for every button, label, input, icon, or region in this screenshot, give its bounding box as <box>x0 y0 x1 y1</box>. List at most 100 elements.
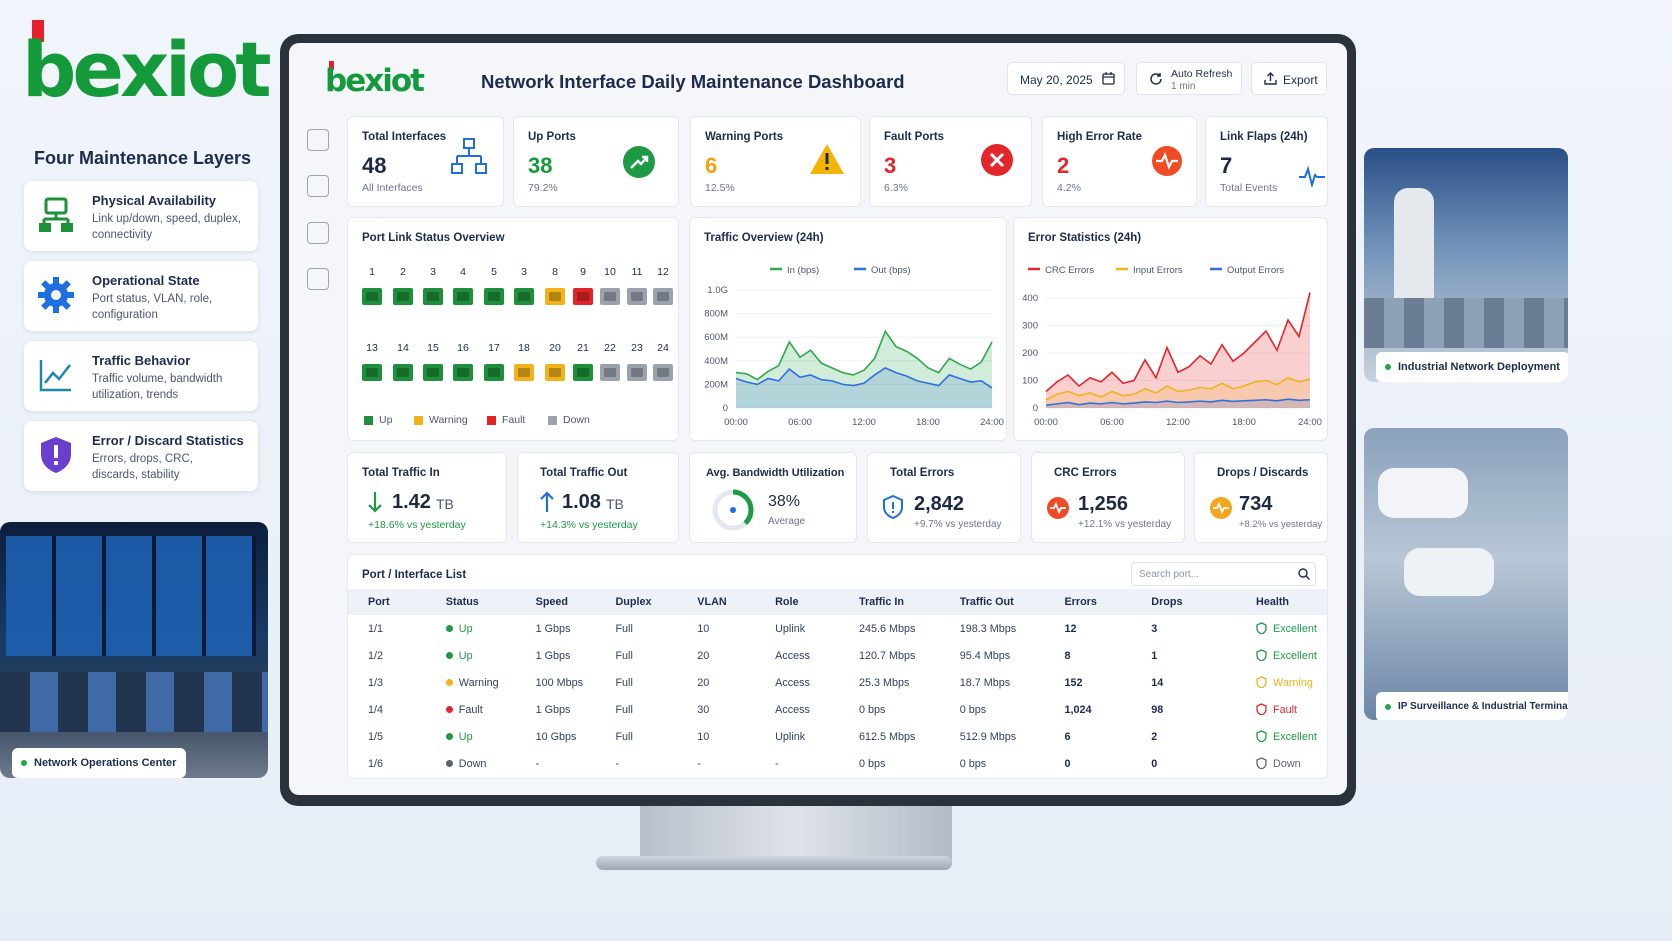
port-up-icon[interactable] <box>453 288 473 305</box>
port-warning-icon[interactable] <box>545 364 565 381</box>
table-row[interactable]: 1/5 Up 10 Gbps Full 10 Uplink 612.5 Mbps 512.9 … <box>348 723 1327 750</box>
kpi-fault-ports[interactable]: Fault Ports 3 6.3% <box>869 116 1032 207</box>
health-label: Excellent <box>1273 650 1317 662</box>
port-up-icon[interactable] <box>514 288 534 305</box>
layer-title: Physical Availability <box>92 193 217 208</box>
column-header[interactable]: Traffic Out <box>959 589 1065 615</box>
port-warning-icon[interactable] <box>545 288 565 305</box>
summary-crc-errors[interactable]: CRC Errors 1,256 +12.1% vs yesterday <box>1031 452 1185 543</box>
table-row[interactable]: 1/1 Up 1 Gbps Full 10 Uplink 245.6 Mbps 198.3 M… <box>348 615 1327 642</box>
port-down-icon[interactable] <box>627 364 647 381</box>
port-down-icon[interactable] <box>627 288 647 305</box>
port-up-icon[interactable] <box>362 288 382 305</box>
topology-icon <box>451 138 487 174</box>
series-area <box>736 331 992 408</box>
summary-value: 2,842 <box>914 493 965 515</box>
kpi-total-interfaces[interactable]: Total Interfaces 48 All Interfaces <box>347 116 504 207</box>
legend-swatch <box>548 416 557 425</box>
refresh-interval: 1 min <box>1171 81 1196 92</box>
port-list-title: Port / Interface List <box>362 569 467 581</box>
kpi-title: Total Interfaces <box>362 131 447 143</box>
port-warning-icon[interactable] <box>514 364 534 381</box>
port-up-icon[interactable] <box>484 364 504 381</box>
summary-title: Drops / Discards <box>1217 467 1309 479</box>
summary-delta: +9.7% vs yesterday <box>914 519 1002 530</box>
port-number: 11 <box>631 266 643 278</box>
export-button[interactable]: Export <box>1251 62 1327 95</box>
column-header[interactable]: Duplex <box>615 589 698 615</box>
port-down-icon[interactable] <box>653 288 673 305</box>
port-up-icon[interactable] <box>393 288 413 305</box>
table-cell: Access <box>775 703 810 716</box>
sidebar-reports-icon[interactable] <box>307 175 329 197</box>
column-header[interactable]: Traffic In <box>858 589 960 615</box>
kpi-high-error-rate[interactable]: High Error Rate 2 4.2% <box>1042 116 1197 207</box>
svg-text:bexiot: bexiot <box>22 25 270 108</box>
table-cell: 120.7 Mbps <box>858 649 916 662</box>
status-label: Down <box>458 757 487 770</box>
table-cell: Access <box>775 649 810 662</box>
y-tick-label: 600M <box>704 332 728 343</box>
kpi-sub: Total Events <box>1220 182 1278 194</box>
port-down-icon[interactable] <box>600 364 620 381</box>
sidebar-dashboard-icon[interactable] <box>307 129 329 151</box>
camera-2 <box>1404 548 1494 596</box>
health-shield-icon <box>1256 730 1267 743</box>
port-down-icon[interactable] <box>600 288 620 305</box>
port-up-icon[interactable] <box>484 288 504 305</box>
legend-label: Input Errors <box>1133 265 1183 276</box>
export-label: Export <box>1283 73 1318 87</box>
search-input[interactable]: Search port... <box>1131 562 1316 586</box>
summary-value: 1.08 <box>562 491 601 513</box>
table-cell: 1/1 <box>368 622 384 635</box>
calendar-icon <box>1102 72 1115 85</box>
column-header[interactable]: Drops <box>1151 589 1257 615</box>
column-header[interactable]: Health <box>1256 589 1327 615</box>
x-tick-label: 06:00 <box>1100 417 1124 428</box>
column-header[interactable]: Status <box>445 589 536 615</box>
port-number: 3 <box>521 266 527 278</box>
kpi-up-ports[interactable]: Up Ports 38 79.2% <box>513 116 679 207</box>
port-list-panel: Port / Interface List Search port... Por… <box>347 554 1328 779</box>
kpi-warning-ports[interactable]: Warning Ports 6 12.5% <box>690 116 861 207</box>
summary-bandwidth[interactable]: Avg. Bandwidth Utilization 38% Average <box>689 452 857 543</box>
kpi-value: 6 <box>705 153 718 178</box>
port-up-icon[interactable] <box>453 364 473 381</box>
summary-traffic-in[interactable]: Total Traffic In 1.42 TB +18.6% vs yeste… <box>347 452 507 543</box>
layer-desc: Port status, VLAN, role, configuration <box>92 293 213 321</box>
port-up-icon[interactable] <box>393 364 413 381</box>
summary-unit: TB <box>606 496 624 512</box>
refresh-label: Auto Refresh <box>1171 68 1233 80</box>
table-row[interactable]: 1/6 Down - - - - 0 bps 0 bps 0 0 Down <box>348 750 1327 777</box>
kpi-title: Fault Ports <box>884 131 945 143</box>
column-header[interactable]: Errors <box>1064 589 1152 615</box>
port-up-icon[interactable] <box>423 364 443 381</box>
port-up-icon[interactable] <box>573 364 593 381</box>
column-header[interactable]: Role <box>775 589 859 615</box>
summary-drops[interactable]: Drops / Discards 734 +8.2% vs yesterday <box>1194 452 1328 543</box>
table-row[interactable]: 1/3 Warning 100 Mbps Full 20 Access 25.3 Mbps 1… <box>348 669 1327 696</box>
summary-traffic-out[interactable]: Total Traffic Out 1.08 TB +14.3% vs yest… <box>517 452 679 543</box>
port-down-icon[interactable] <box>653 364 673 381</box>
port-fault-icon[interactable] <box>573 288 593 305</box>
sidebar-devices-icon[interactable] <box>307 268 329 290</box>
status-label: Up <box>458 649 473 662</box>
column-header[interactable]: Speed <box>535 589 616 615</box>
kpi-sub: 79.2% <box>528 182 558 194</box>
date-picker[interactable]: May 20, 2025 <box>1007 62 1125 95</box>
port-up-icon[interactable] <box>362 364 382 381</box>
health-label: Excellent <box>1273 731 1317 743</box>
table-row[interactable]: 1/4 Fault 1 Gbps Full 30 Access 0 bps 0 bps 1,02… <box>348 696 1327 723</box>
sidebar-alerts-icon[interactable] <box>307 222 329 244</box>
port-number: 15 <box>427 342 439 354</box>
port-up-icon[interactable] <box>423 288 443 305</box>
auto-refresh-button[interactable]: Auto Refresh 1 min <box>1136 62 1242 95</box>
column-header[interactable]: VLAN <box>697 589 776 615</box>
search-icon[interactable] <box>1298 568 1310 580</box>
table-cell: 100 Mbps <box>535 676 584 689</box>
column-header[interactable]: Port <box>348 589 446 615</box>
table-row[interactable]: 1/2 Up 1 Gbps Full 20 Access 120.7 Mbps 95.4 Mb… <box>348 642 1327 669</box>
summary-total-errors[interactable]: Total Errors 2,842 +9.7% vs yesterday <box>867 452 1021 543</box>
kpi-link-flaps[interactable]: Link Flaps (24h) 7 Total Events <box>1205 116 1328 207</box>
table-cell: 1/2 <box>368 649 384 662</box>
